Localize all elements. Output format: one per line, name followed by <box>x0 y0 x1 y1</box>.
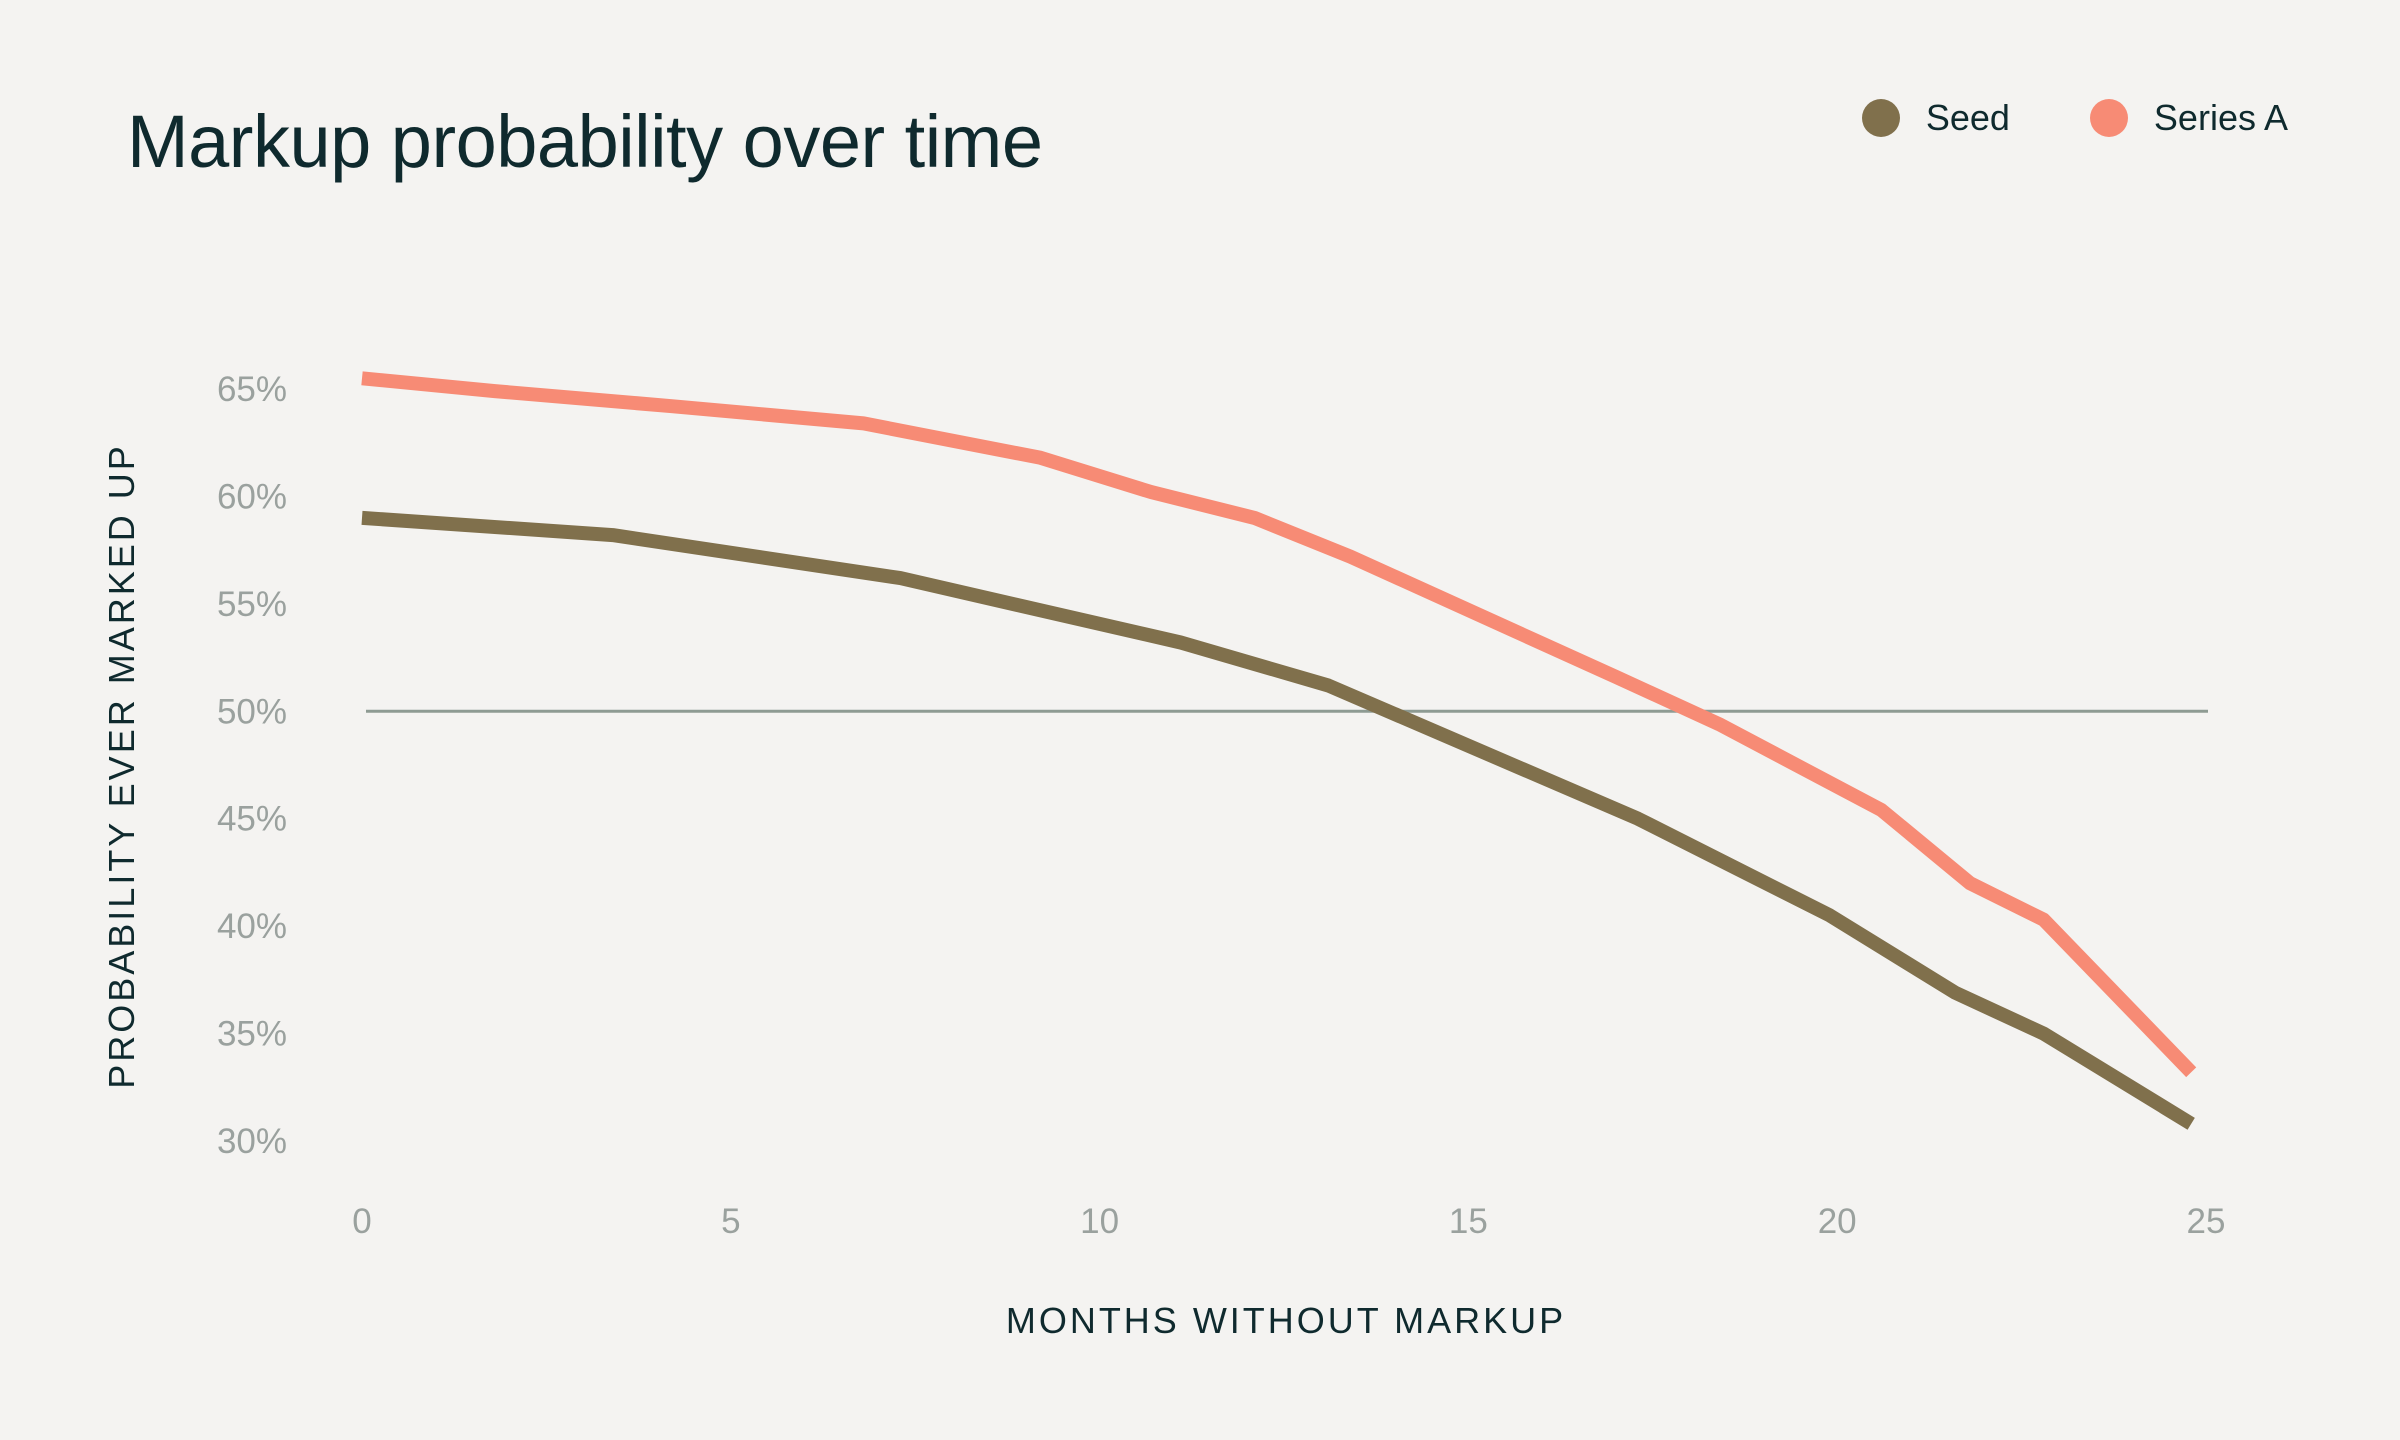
legend-label-series-a: Series A <box>2153 97 2288 138</box>
y-tick-label-45: 45% <box>217 800 287 839</box>
x-tick-label-0: 0 <box>352 1202 371 1241</box>
y-tick-label-40: 40% <box>217 907 287 946</box>
x-axis-ticks: 0 5 10 15 20 25 <box>352 1202 2225 1241</box>
x-axis-title: MONTHS WITHOUT MARKUP <box>1006 1300 1566 1341</box>
series-layer <box>361 371 2197 1130</box>
y-tick-label-30: 30% <box>217 1122 287 1161</box>
x-tick-label-5: 5 <box>721 1202 740 1241</box>
y-axis-title: PROBABILITY EVER MARKED UP <box>101 443 142 1089</box>
legend-item-seed: Seed <box>1861 97 2010 139</box>
chart-title: Markup probability over time <box>127 100 1043 183</box>
legend-swatch-series-a <box>2089 99 2128 137</box>
x-tick-label-20: 20 <box>1818 1202 1857 1241</box>
x-tick-label-25: 25 <box>2187 1202 2226 1241</box>
legend: Seed Series A <box>1861 97 2288 139</box>
x-tick-label-10: 10 <box>1080 1202 1119 1241</box>
legend-item-series-a: Series A <box>2089 97 2288 139</box>
legend-label-seed: Seed <box>1925 97 2010 138</box>
series-line-seed <box>361 510 2195 1130</box>
legend-swatch-seed <box>1861 99 1900 137</box>
x-tick-label-15: 15 <box>1449 1202 1488 1241</box>
series-line-series-a <box>361 371 2197 1078</box>
y-tick-label-55: 55% <box>217 585 287 624</box>
y-tick-label-50: 50% <box>217 692 287 731</box>
y-axis-ticks: 30% 35% 40% 45% 50% 55% 60% 65% <box>217 370 287 1161</box>
y-tick-label-65: 65% <box>217 370 287 409</box>
y-tick-label-60: 60% <box>217 477 287 516</box>
y-tick-label-35: 35% <box>217 1015 287 1054</box>
